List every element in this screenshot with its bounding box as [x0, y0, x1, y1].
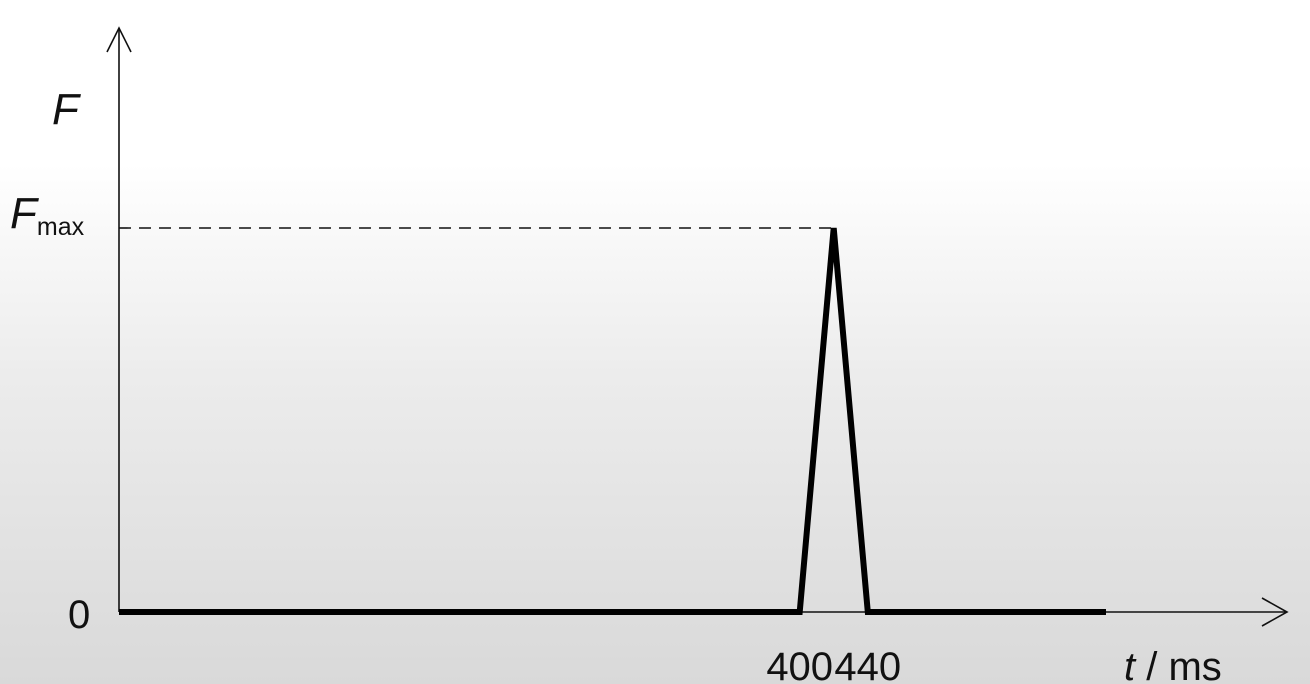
x-tick-440: 440 [834, 645, 901, 684]
y-tick-0: 0 [68, 593, 90, 637]
fmax-label-base: F [10, 189, 39, 238]
fmax-label: Fmax [10, 189, 85, 241]
x-axis-label-unit: / ms [1135, 645, 1222, 684]
x-axis-label-var: t [1124, 645, 1137, 684]
x-axis-label: t / ms [1124, 645, 1222, 684]
y-axis-label: F [52, 85, 81, 134]
fmax-label-sub: max [37, 213, 85, 241]
force-series-line [119, 227, 1106, 615]
x-tick-400: 400 [766, 645, 833, 684]
x-axis-arrowhead [1261, 597, 1289, 627]
y-axis-arrowhead [106, 26, 132, 53]
